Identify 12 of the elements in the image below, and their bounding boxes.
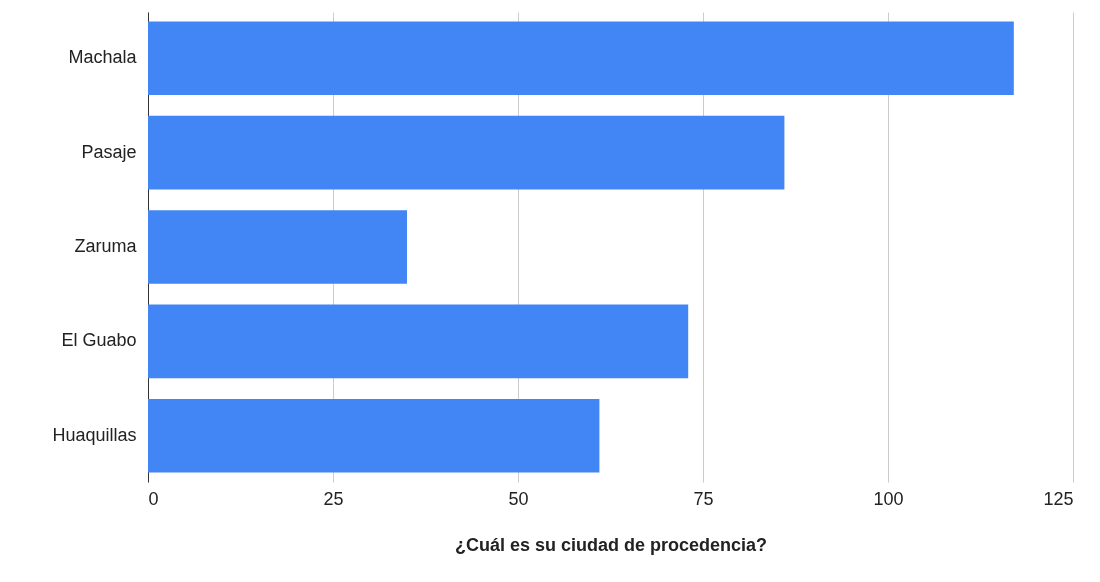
x-tick-label: 25 bbox=[323, 488, 344, 509]
y-tick-label: Huaquillas bbox=[52, 424, 137, 445]
x-axis-title: ¿Cuál es su ciudad de procedencia? bbox=[454, 534, 768, 555]
y-tick-label: Machala bbox=[68, 47, 138, 68]
x-tick-label: 0 bbox=[148, 488, 159, 509]
y-tick-label: El Guabo bbox=[61, 330, 137, 351]
y-tick-label: Pasaje bbox=[81, 141, 137, 162]
y-tick-label: Zaruma bbox=[74, 236, 138, 256]
x-tick-label: 125 bbox=[1043, 488, 1074, 509]
x-tick-label: 50 bbox=[508, 488, 529, 509]
x-tick-label: 75 bbox=[693, 488, 714, 509]
x-tick-label: 100 bbox=[873, 488, 904, 509]
